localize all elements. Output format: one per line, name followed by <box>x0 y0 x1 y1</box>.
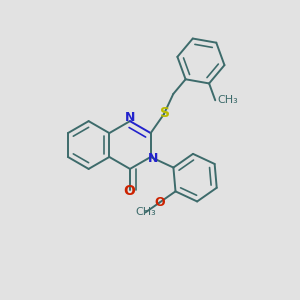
Text: N: N <box>125 111 135 124</box>
Text: N: N <box>148 152 158 165</box>
Text: CH₃: CH₃ <box>217 95 238 105</box>
Text: CH₃: CH₃ <box>135 208 156 218</box>
Text: O: O <box>154 196 165 209</box>
Text: O: O <box>123 184 135 198</box>
Text: S: S <box>160 106 170 121</box>
